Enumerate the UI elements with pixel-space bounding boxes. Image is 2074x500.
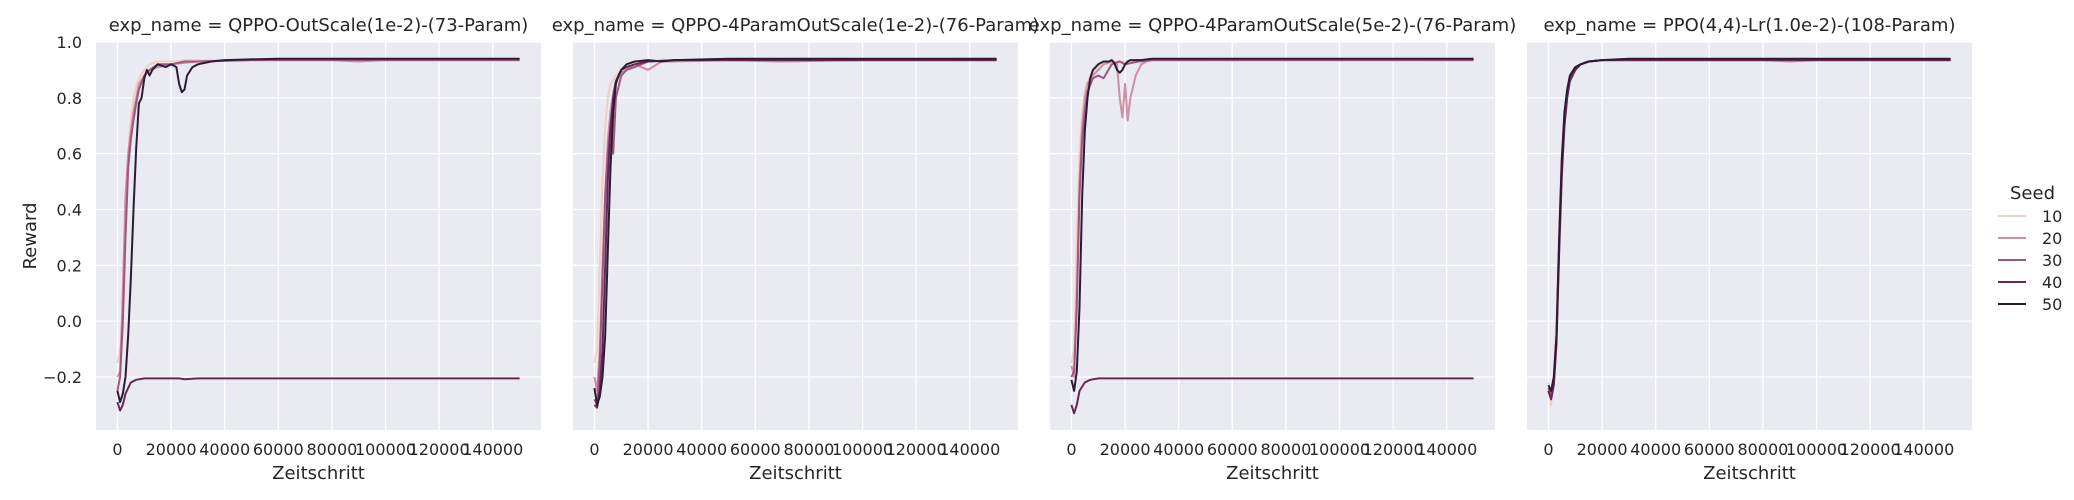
legend-label-seed-40: 40: [2042, 273, 2062, 292]
y-tick-label: 0.4: [57, 200, 82, 219]
x-tick-label: 0: [1066, 440, 1076, 459]
x-tick-label: 0: [589, 440, 599, 459]
x-tick-label: 80000: [1737, 440, 1788, 459]
y-axis-label: Reward: [20, 202, 41, 269]
series-line-seed-50: [116, 57, 520, 404]
y-tick-label: 1.0: [57, 33, 82, 52]
panel-title: exp_name = QPPO-OutScale(1e-2)-(73-Param…: [109, 15, 529, 36]
x-tick-label: 140000: [462, 440, 523, 459]
x-tick-label: 140000: [939, 440, 1000, 459]
y-tick-label: 0.6: [57, 145, 82, 164]
x-tick-label: 120000: [886, 440, 947, 459]
series-line-seed-40: [1070, 377, 1474, 415]
x-tick-label: 40000: [676, 440, 727, 459]
x-axis-label: Zeitschritt: [749, 463, 842, 484]
x-tick-label: 100000: [1309, 440, 1370, 459]
x-tick-label: 20000: [623, 440, 674, 459]
x-tick-label: 20000: [1577, 440, 1628, 459]
plot-area: [1527, 42, 1972, 430]
x-tick-label: 80000: [783, 440, 834, 459]
plot-area: [96, 42, 541, 430]
plot-area: [1050, 42, 1495, 430]
x-tick-label: 0: [1543, 440, 1553, 459]
x-axis-label: Zeitschritt: [1226, 463, 1319, 484]
series-line-seed-30: [116, 59, 520, 392]
series-line-seed-40: [116, 377, 520, 412]
x-tick-label: 120000: [1840, 440, 1901, 459]
x-tick-label: 60000: [1684, 440, 1735, 459]
series-line-seed-50: [1547, 57, 1951, 392]
x-tick-label: 20000: [1100, 440, 1151, 459]
panel-title: exp_name = QPPO-4ParamOutScale(5e-2)-(76…: [1029, 15, 1517, 36]
series-line-seed-30: [1070, 59, 1474, 378]
x-axis-label: Zeitschritt: [272, 463, 365, 484]
x-tick-label: 140000: [1416, 440, 1477, 459]
x-tick-label: 120000: [1363, 440, 1424, 459]
x-tick-label: 100000: [1786, 440, 1847, 459]
panel-title: exp_name = PPO(4,4)-Lr(1.0e-2)-(108-Para…: [1543, 15, 1955, 36]
x-tick-label: 100000: [832, 440, 893, 459]
panel-title: exp_name = QPPO-4ParamOutScale(1e-2)-(76…: [552, 15, 1040, 36]
x-tick-label: 20000: [146, 440, 197, 459]
y-tick-label: 0.8: [57, 89, 82, 108]
legend-label-seed-30: 30: [2042, 251, 2062, 270]
x-tick-label: 60000: [253, 440, 304, 459]
x-tick-label: 60000: [1207, 440, 1258, 459]
y-tick-label: −0.2: [43, 368, 82, 387]
x-tick-label: 80000: [1260, 440, 1311, 459]
x-tick-label: 140000: [1893, 440, 1954, 459]
series-line-seed-50: [1070, 57, 1474, 392]
legend-label-seed-20: 20: [2042, 229, 2062, 248]
y-tick-label: 0.2: [57, 256, 82, 275]
plot-area: [573, 42, 1018, 430]
y-tick-label: 0.0: [57, 312, 82, 331]
x-tick-label: 120000: [409, 440, 470, 459]
legend-label-seed-50: 50: [2042, 295, 2062, 314]
series-line-seed-50: [593, 57, 997, 406]
x-tick-label: 40000: [1630, 440, 1681, 459]
x-tick-label: 100000: [355, 440, 416, 459]
x-tick-label: 0: [112, 440, 122, 459]
x-tick-label: 60000: [730, 440, 781, 459]
legend-label-seed-10: 10: [2042, 207, 2062, 226]
legend-title: Seed: [2010, 183, 2055, 204]
x-tick-label: 80000: [306, 440, 357, 459]
legend: Seed 10 20 30 40 50: [1998, 183, 2062, 314]
x-axis-label: Zeitschritt: [1703, 463, 1796, 484]
x-tick-label: 40000: [1153, 440, 1204, 459]
x-tick-label: 40000: [199, 440, 250, 459]
